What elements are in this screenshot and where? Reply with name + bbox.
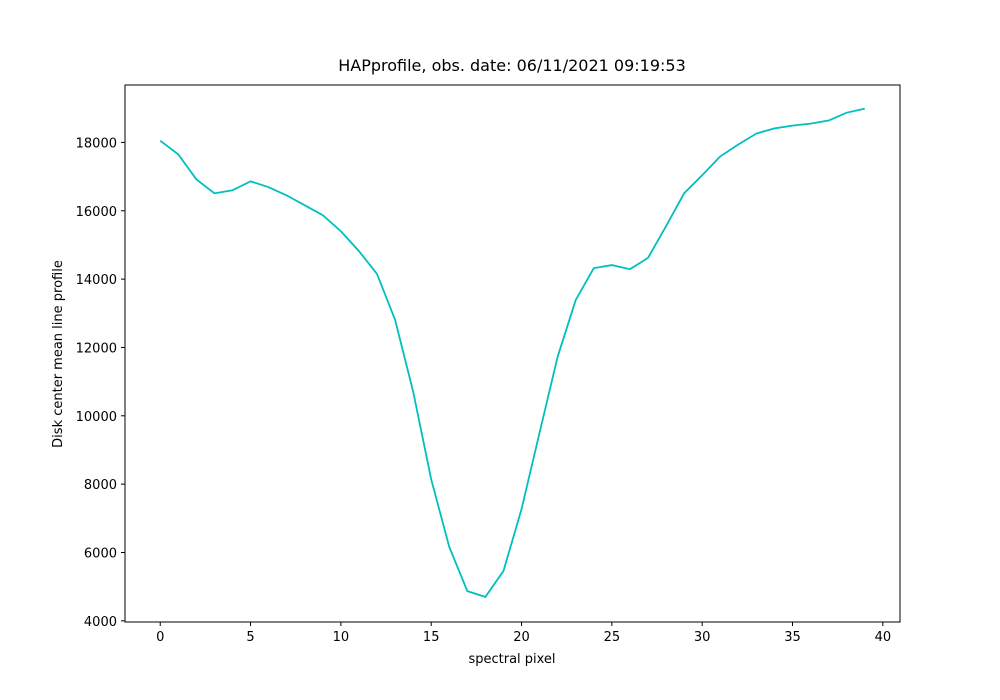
x-tick-label: 20 — [513, 630, 530, 645]
x-tick-label: 35 — [784, 630, 801, 645]
x-tick-label: 40 — [875, 630, 892, 645]
y-tick-label: 6000 — [84, 546, 117, 561]
y-tick-label: 12000 — [76, 341, 117, 356]
y-tick-label: 10000 — [76, 410, 117, 425]
y-tick-label: 18000 — [76, 136, 117, 151]
x-tick-label: 30 — [694, 630, 711, 645]
y-tick-label: 4000 — [84, 615, 117, 630]
x-tick-label: 10 — [333, 630, 350, 645]
x-tick-label: 5 — [246, 630, 254, 645]
line-series — [159, 107, 865, 598]
chart-title: HAPprofile, obs. date: 06/11/2021 09:19:… — [338, 56, 686, 75]
y-tick-label: 8000 — [84, 478, 117, 493]
y-tick-label: 14000 — [76, 273, 117, 288]
plot-frame — [124, 84, 901, 623]
x-tick-label: 0 — [156, 630, 164, 645]
x-axis-label: spectral pixel — [468, 652, 555, 667]
y-axis-label: Disk center mean line profile — [51, 260, 66, 448]
y-tick-label: 16000 — [76, 205, 117, 220]
x-tick-label: 15 — [423, 630, 440, 645]
x-tick-label: 25 — [604, 630, 621, 645]
